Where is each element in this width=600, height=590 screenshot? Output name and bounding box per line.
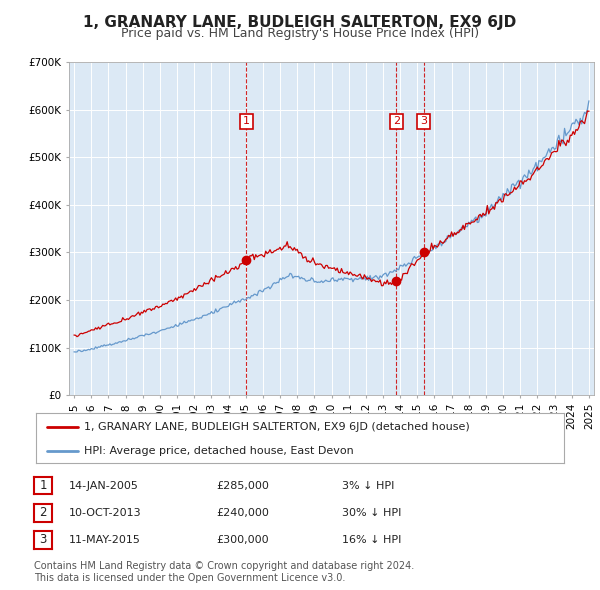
Text: 3: 3 [40, 533, 47, 546]
Text: £285,000: £285,000 [216, 481, 269, 490]
Text: 11-MAY-2015: 11-MAY-2015 [69, 535, 141, 545]
Text: Price paid vs. HM Land Registry's House Price Index (HPI): Price paid vs. HM Land Registry's House … [121, 27, 479, 40]
Text: 2: 2 [393, 116, 400, 126]
Text: HPI: Average price, detached house, East Devon: HPI: Average price, detached house, East… [83, 445, 353, 455]
Text: 16% ↓ HPI: 16% ↓ HPI [342, 535, 401, 545]
Text: 2: 2 [40, 506, 47, 519]
Text: 3% ↓ HPI: 3% ↓ HPI [342, 481, 394, 490]
Text: 1, GRANARY LANE, BUDLEIGH SALTERTON, EX9 6JD: 1, GRANARY LANE, BUDLEIGH SALTERTON, EX9… [83, 15, 517, 30]
Text: 1: 1 [40, 479, 47, 492]
Text: £240,000: £240,000 [216, 508, 269, 517]
Text: 1, GRANARY LANE, BUDLEIGH SALTERTON, EX9 6JD (detached house): 1, GRANARY LANE, BUDLEIGH SALTERTON, EX9… [83, 422, 469, 432]
Text: 10-OCT-2013: 10-OCT-2013 [69, 508, 142, 517]
Text: 30% ↓ HPI: 30% ↓ HPI [342, 508, 401, 517]
Text: Contains HM Land Registry data © Crown copyright and database right 2024.
This d: Contains HM Land Registry data © Crown c… [34, 561, 415, 583]
Text: 1: 1 [243, 116, 250, 126]
Text: 3: 3 [420, 116, 427, 126]
Text: £300,000: £300,000 [216, 535, 269, 545]
Text: 14-JAN-2005: 14-JAN-2005 [69, 481, 139, 490]
